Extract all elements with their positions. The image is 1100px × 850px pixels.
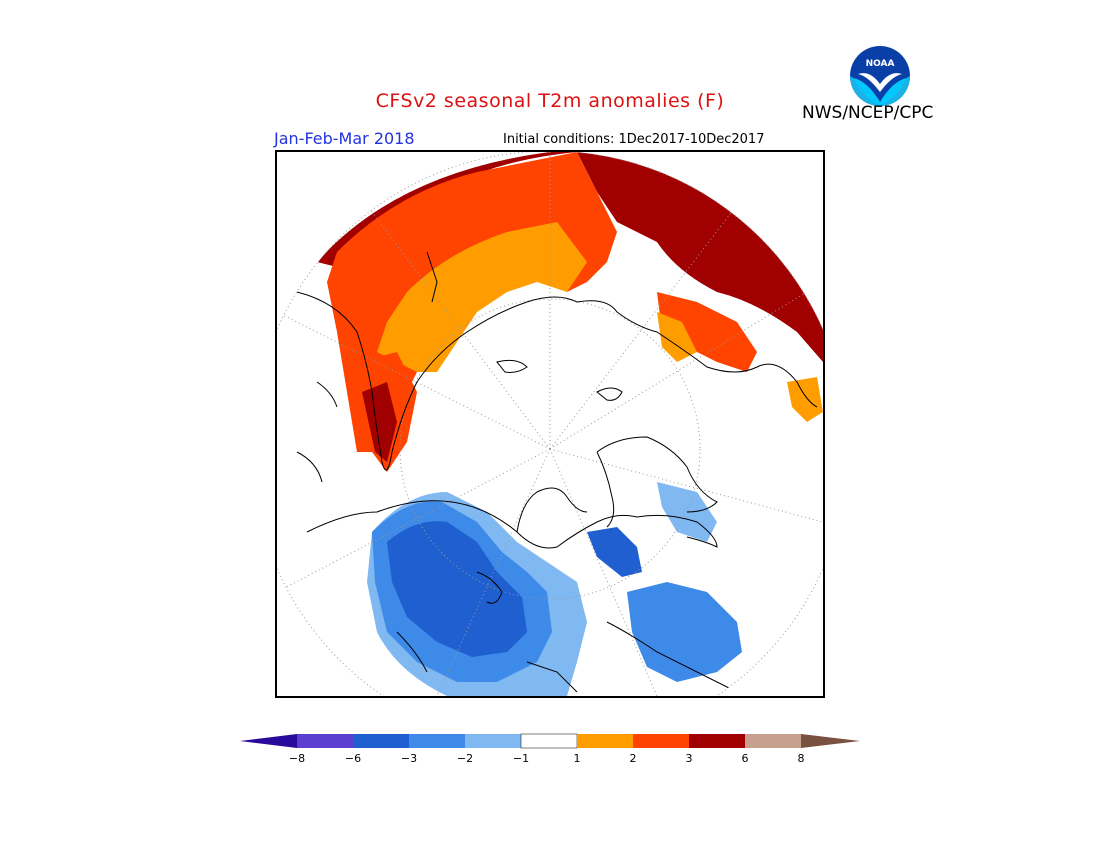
anomaly-region-east-siberia-orange <box>657 312 697 362</box>
anomaly-region-deep-red <box>317 152 823 362</box>
noaa-logo-icon: NOAA <box>849 45 911 107</box>
colorbar-tick-label: 6 <box>741 752 749 765</box>
forecast-period: Jan-Feb-Mar 2018 <box>274 129 415 148</box>
color-scale-bar <box>240 733 860 749</box>
polar-map <box>275 150 825 698</box>
colorbar-arrow-high <box>801 734 860 748</box>
colorbar-tick-label: −1 <box>512 752 530 765</box>
coastlines <box>296 251 818 693</box>
colorbar-tick-label: 8 <box>797 752 805 765</box>
agency-label: NWS/NCEP/CPC <box>802 103 934 123</box>
colorbar-cell <box>745 734 801 748</box>
logo-text: NOAA <box>866 59 895 69</box>
meridian-grid <box>277 152 823 696</box>
colorbar-tick-label: −3 <box>400 752 418 765</box>
anomaly-region-scandinavia-blue <box>587 527 642 577</box>
anomaly-region-east-siberia <box>657 292 757 372</box>
colorbar-cell <box>633 734 689 748</box>
map-canvas <box>277 152 823 696</box>
colorbar-cell <box>465 734 521 748</box>
map-title: CFSv2 seasonal T2m anomalies (F) <box>375 90 725 112</box>
anomaly-region-orange <box>377 222 587 372</box>
colorbar-cell <box>297 734 353 748</box>
colorbar-tick-label: −8 <box>288 752 306 765</box>
colorbar-cell <box>353 734 409 748</box>
colorbar-cell <box>577 734 633 748</box>
colorbar-cell <box>689 734 745 748</box>
colorbar-cell <box>409 734 465 748</box>
anomaly-region-pacific-orange <box>787 377 823 422</box>
initial-conditions: Initial conditions: 1Dec2017-10Dec2017 <box>503 132 765 147</box>
colorbar-tick-label: 3 <box>685 752 693 765</box>
colorbar-tick-label: 1 <box>573 752 581 765</box>
colorbar-tick-label: 2 <box>629 752 637 765</box>
colorbar-cell <box>520 733 578 749</box>
colorbar-tick-label: −2 <box>456 752 474 765</box>
anomaly-region-dark-blue <box>387 521 527 657</box>
anomaly-region-europe-blue <box>627 582 742 682</box>
anomaly-region-greenland-deep-red <box>362 382 397 462</box>
colorbar-tick-label: −6 <box>344 752 362 765</box>
colorbar-arrow-low <box>240 734 297 748</box>
